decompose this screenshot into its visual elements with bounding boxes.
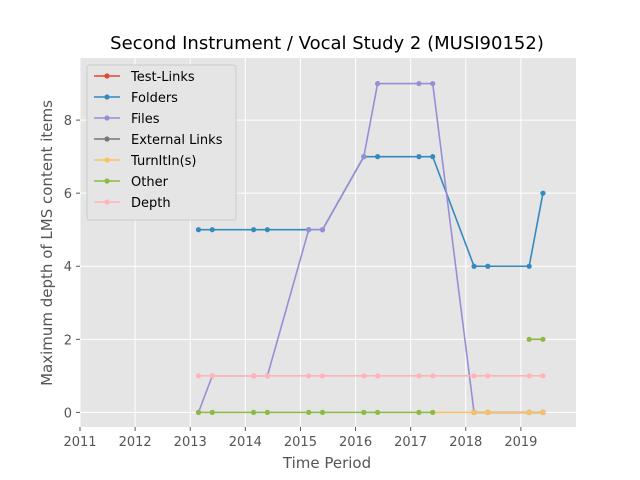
- data-point: [526, 263, 532, 269]
- x-tick-label: 2015: [284, 435, 317, 450]
- legend-marker: [104, 73, 110, 79]
- y-tick-label: 0: [64, 406, 72, 421]
- legend-marker: [104, 94, 110, 100]
- legend-label: Folders: [131, 91, 178, 106]
- legend-label: External Links: [131, 133, 223, 148]
- series-layer: [195, 80, 546, 415]
- data-point: [471, 409, 477, 415]
- data-point: [416, 373, 422, 379]
- data-point: [540, 409, 546, 415]
- data-point: [319, 373, 326, 379]
- data-point: [485, 373, 491, 379]
- x-tick-label: 2017: [394, 435, 427, 450]
- x-tick-label: 2012: [119, 435, 152, 450]
- data-point: [471, 263, 477, 269]
- x-axis-title: Time Period: [282, 454, 371, 472]
- data-point: [251, 373, 257, 379]
- data-point: [251, 409, 257, 415]
- legend-label: Test-Links: [130, 70, 195, 85]
- data-point: [416, 409, 422, 415]
- legend-marker: [104, 178, 110, 184]
- data-point: [416, 154, 422, 160]
- x-tick-label: 2018: [449, 435, 482, 450]
- legend-label: TurnItIn(s): [130, 154, 196, 169]
- data-point: [361, 373, 367, 379]
- legend-label: Depth: [131, 196, 171, 211]
- x-tick-label: 2014: [229, 435, 262, 450]
- data-point: [209, 227, 215, 233]
- y-tick-label: 8: [64, 114, 72, 129]
- legend-label: Files: [131, 112, 160, 127]
- legend-marker: [104, 115, 110, 121]
- data-point: [540, 336, 546, 342]
- data-point: [540, 373, 546, 379]
- legend-item-test-links: Test-Links: [94, 70, 195, 85]
- data-point: [540, 190, 546, 196]
- data-point: [526, 336, 532, 342]
- series-folders: [195, 154, 546, 269]
- legend-item-other: Other: [94, 175, 169, 190]
- data-point: [319, 227, 326, 233]
- data-point: [195, 373, 202, 379]
- data-point: [306, 373, 312, 379]
- data-point: [430, 154, 436, 160]
- data-point: [430, 80, 436, 87]
- y-tick-label: 4: [64, 260, 72, 275]
- data-point: [251, 227, 257, 233]
- data-point: [209, 373, 215, 379]
- y-tick-label: 6: [64, 187, 72, 202]
- y-axis-title: Maximum depth of LMS content items: [38, 100, 56, 386]
- data-point: [361, 409, 367, 415]
- data-point: [416, 80, 422, 87]
- data-point: [526, 409, 532, 415]
- series-other: [195, 336, 546, 415]
- chart-title: Second Instrument / Vocal Study 2 (MUSI9…: [110, 33, 544, 54]
- legend-item-depth: Depth: [94, 196, 171, 211]
- data-point: [375, 80, 381, 87]
- data-point: [471, 373, 477, 379]
- legend: Test-Links Folders Files External Links Turn…: [86, 64, 237, 221]
- data-point: [526, 373, 532, 379]
- data-point: [375, 154, 381, 160]
- data-point: [264, 227, 270, 233]
- data-point: [375, 409, 381, 415]
- data-point: [209, 409, 215, 415]
- x-tick-label: 2011: [63, 435, 96, 450]
- legend-item-files: Files: [94, 112, 160, 127]
- data-point: [306, 227, 312, 233]
- data-point: [375, 373, 381, 379]
- legend-item-external-links: External Links: [94, 133, 223, 148]
- data-point: [306, 409, 312, 415]
- legend-marker: [104, 136, 110, 142]
- legend-label: Other: [131, 175, 169, 190]
- data-point: [485, 409, 491, 415]
- y-tick-label: 2: [64, 333, 72, 348]
- x-tick-label: 2013: [174, 435, 207, 450]
- series-depth: [195, 373, 546, 379]
- x-tick-label: 2016: [339, 435, 372, 450]
- data-point: [264, 373, 270, 379]
- data-point: [195, 227, 202, 233]
- data-point: [485, 263, 491, 269]
- data-point: [264, 409, 270, 415]
- data-point: [430, 373, 436, 379]
- x-tick-label: 2019: [504, 435, 537, 450]
- legend-box: [86, 64, 237, 221]
- data-point: [195, 409, 202, 415]
- legend-item-folders: Folders: [94, 91, 178, 106]
- legend-marker: [104, 199, 110, 205]
- data-point: [430, 409, 436, 415]
- data-point: [319, 409, 326, 415]
- data-point: [361, 154, 367, 160]
- legend-marker: [104, 157, 110, 163]
- axis-ticks: 2011 2012 2013 2014 2015 2016 2017 2018 2019 0 2 4 6…: [63, 114, 537, 450]
- legend-item-turnitin-s: TurnItIn(s): [94, 154, 196, 169]
